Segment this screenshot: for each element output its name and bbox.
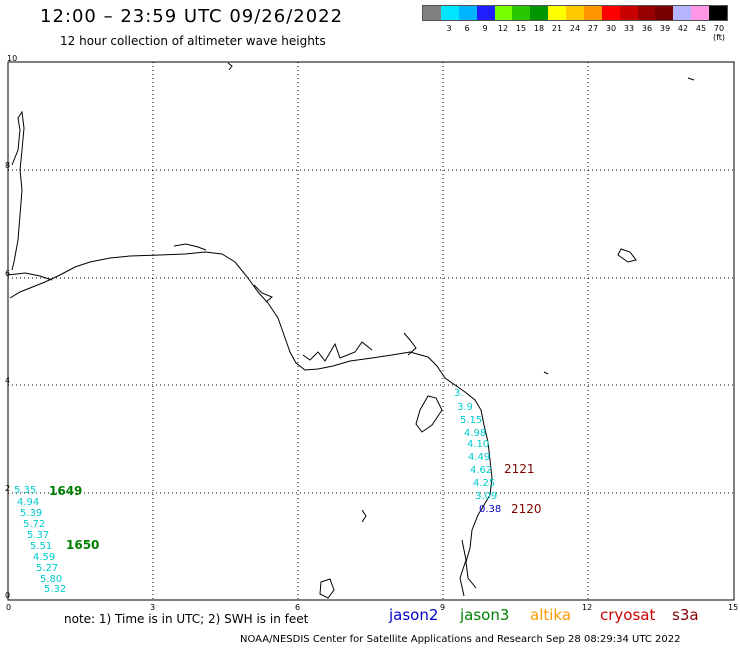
legend-label: 27 [587,24,599,33]
legend-label: 15 [515,24,527,33]
track-value: 5.80 [40,574,62,585]
track-value: 3.9 [457,402,473,413]
legend-label: 33 [623,24,635,33]
axis-ticks: 0 3 6 9 12 15 10 8 6 4 2 0 [5,54,738,612]
track-value: 5.51 [30,541,52,552]
legend-swatch [583,6,602,20]
legend-label: 39 [659,24,671,33]
legend-label: 21 [551,24,563,33]
y-tick-0: 0 [5,591,10,600]
x-tick-3: 3 [150,603,155,612]
legend-swatch [601,6,620,20]
legend-swatch [709,6,727,20]
x-tick-0: 0 [6,603,11,612]
satellite-jason3: jason3 [460,606,510,624]
legend-swatch [512,6,531,20]
track-value: 5.35 [14,485,36,496]
y-tick-2: 2 [5,484,10,493]
time-label-1650: 1650 [66,538,99,552]
legend-swatch [548,6,566,20]
legend-swatch [691,6,709,20]
footer-credit: NOAA/NESDIS Center for Satellite Applica… [240,634,681,645]
track-value: 5.27 [36,563,58,574]
track-value: 4.62 [470,465,492,476]
track-value: 5.32 [44,584,66,595]
track-value: 3.09 [475,491,497,502]
legend-label: 18 [533,24,545,33]
y-tick-6: 6 [5,269,10,278]
legend-labels: 3 6 9 12 15 18 21 24 27 30 33 36 39 42 45 70 (ft) [422,24,728,42]
track-value: 4.98 [464,428,486,439]
time-label-2121: 2121 [504,462,535,476]
time-label-2120: 2120 [511,502,542,516]
legend-label: 24 [569,24,581,33]
legend-swatch [494,6,513,20]
grid-lines [8,62,734,600]
x-tick-12: 12 [582,603,592,612]
legend-swatch [423,6,441,20]
legend-label: 9 [482,24,488,33]
track-value: 5.15 [460,415,482,426]
track-value-jason2: 0.38 [479,504,501,515]
legend-swatch [673,6,692,20]
legend-label: 3 [446,24,452,33]
track-value: 4.25 [473,478,495,489]
track-value: 4.10 [467,439,489,450]
satellite-s3a: s3a [672,606,699,624]
y-tick-10: 10 [7,54,17,63]
legend-swatch [619,6,638,20]
legend-swatch [637,6,656,20]
map-subtitle: 12 hour collection of altimeter wave hei… [60,34,326,48]
track-value: 3. [454,388,464,399]
legend-swatch [655,6,674,20]
time-label-1649: 1649 [49,484,82,498]
legend-label: 70 (ft) [712,24,726,42]
color-legend: 3 6 9 12 15 18 21 24 27 30 33 36 39 42 45 70 (ft) [422,5,728,42]
satellite-altika: altika [530,606,572,624]
track-jason3-east: 3. 3.9 5.15 4.984.10 4.49 4.62 4.25 3.09 [454,388,497,502]
legend-label: 30 [605,24,617,33]
x-tick-6: 6 [295,603,300,612]
coastline [7,62,695,599]
legend-label: 36 [641,24,653,33]
legend-swatch [476,6,495,20]
track-value: 4.49 [468,452,490,463]
legend-swatch [566,6,584,20]
y-tick-4: 4 [5,376,10,385]
legend-color-bar [422,5,728,21]
map-title: 12:00 – 23:59 UTC 09/26/2022 [40,6,344,27]
footer-note: note: 1) Time is in UTC; 2) SWH is in fe… [64,612,309,626]
track-value: 4.94 [17,497,39,508]
track-value: 5.72 [23,519,45,530]
track-value: 4.59 [33,552,55,563]
legend-swatch [458,6,477,20]
legend-swatch [530,6,549,20]
x-tick-9: 9 [440,603,445,612]
legend-swatch [440,6,459,20]
x-tick-15: 15 [728,603,738,612]
satellite-jason2: jason2 [389,606,439,624]
legend-label: 42 [677,24,689,33]
map-frame [7,61,735,601]
y-tick-8: 8 [5,161,10,170]
legend-label: 12 [497,24,509,33]
track-jason3-west: 5.354.945.395.725.375.514.595.275.805.32 [14,485,66,595]
legend-label: 45 [695,24,707,33]
track-value: 5.39 [20,508,42,519]
legend-label: 6 [464,24,470,33]
track-value: 5.37 [27,530,49,541]
satellite-cryosat: cryosat [600,606,656,624]
